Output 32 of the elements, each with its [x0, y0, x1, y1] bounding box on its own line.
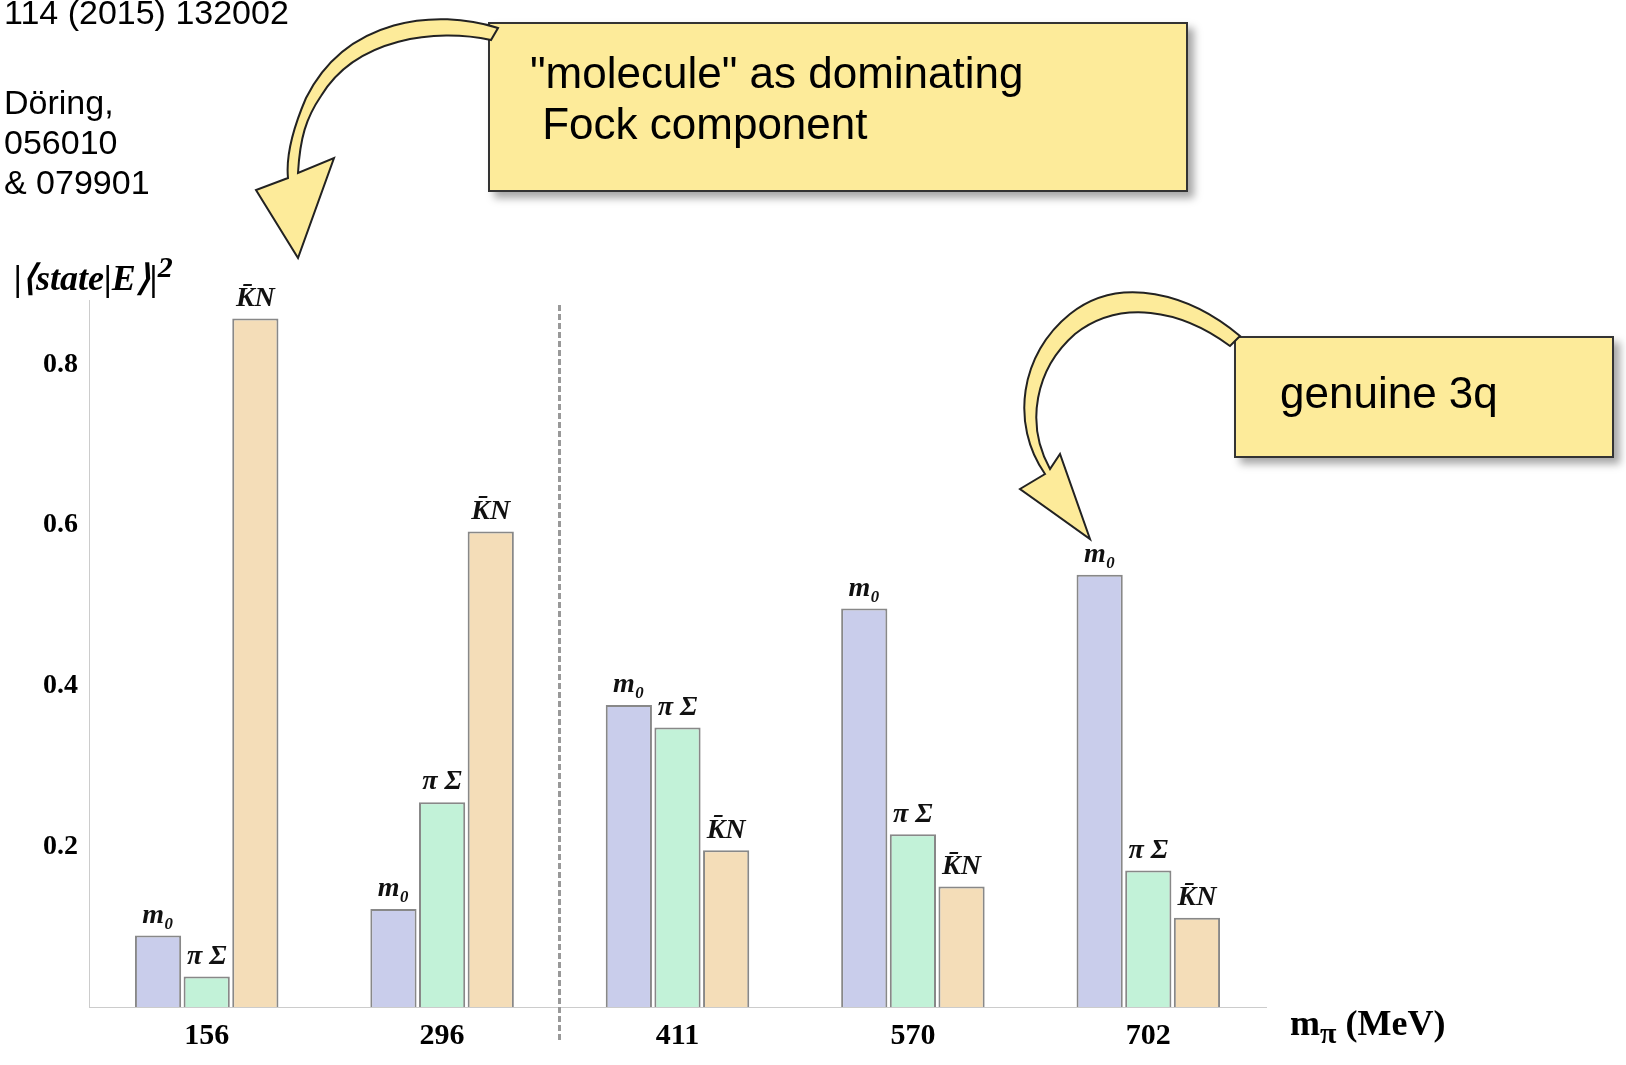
- x-tick-label: 411: [655, 1016, 700, 1050]
- text: π Σ: [657, 689, 698, 721]
- series-label: K̄N: [470, 493, 512, 525]
- x-tick-label: 702: [1125, 1016, 1171, 1050]
- y-axis-title: |⟨state|E⟩|$^{2}$: [14, 250, 173, 299]
- text: 114 (2015) 132002: [4, 0, 289, 32]
- text: K̄N: [706, 812, 746, 844]
- callout-box: genuine 3q: [1234, 336, 1614, 458]
- callout-box: "molecule" as dominating Fock component: [488, 22, 1188, 192]
- x-tick-label: 570: [890, 1016, 936, 1050]
- text: & 079901: [4, 163, 150, 202]
- text: K̄N: [235, 280, 275, 312]
- x-tick-label: 156: [184, 1016, 230, 1050]
- text: m₀: [142, 897, 174, 929]
- text: m₀: [1083, 537, 1116, 568]
- text: 056010: [4, 123, 118, 162]
- text: K̄N: [1177, 880, 1217, 912]
- text: m₀: [613, 667, 645, 699]
- text: π Σ: [893, 796, 933, 828]
- text: m₀: [848, 570, 881, 602]
- y-tick-label: 0.8: [43, 346, 78, 378]
- x-axis-title: m$_{π}$ (MeV): [1290, 1002, 1446, 1051]
- y-tick-label: 0.2: [43, 828, 78, 860]
- text: π Σ: [1128, 832, 1169, 864]
- y-tick-label: 0.4: [43, 667, 78, 699]
- y-tick-label: 0.6: [43, 507, 78, 539]
- text: π Σ: [186, 938, 227, 970]
- text: Döring,: [4, 83, 114, 122]
- x-tick-label: 296: [419, 1016, 465, 1050]
- text: K̄N: [942, 848, 981, 880]
- series-label: π Σ: [422, 764, 463, 796]
- series-label: m₀: [377, 871, 410, 903]
